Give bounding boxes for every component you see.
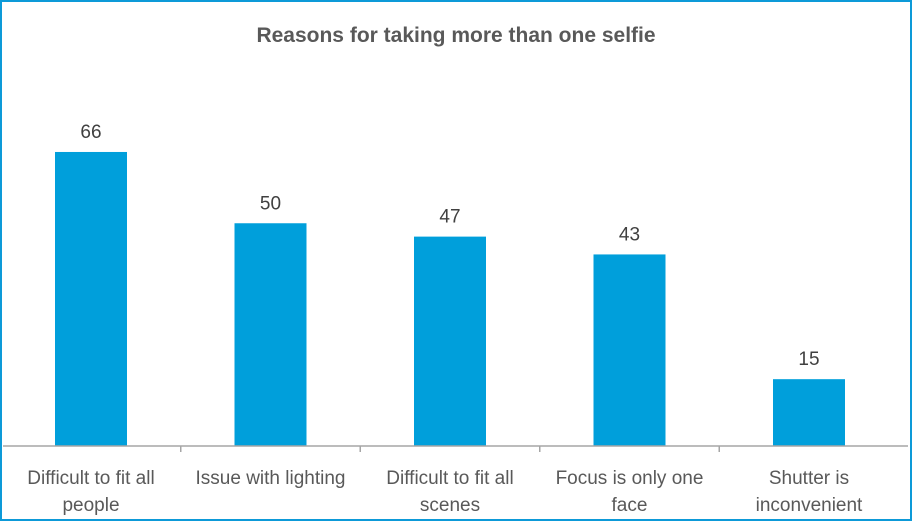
chart-title: Reasons for taking more than one selfie <box>256 24 655 47</box>
data-label: 15 <box>798 349 819 370</box>
data-label: 50 <box>260 193 281 214</box>
data-label: 47 <box>439 207 460 228</box>
category-label: Shutter is <box>769 468 849 489</box>
category-label: Focus is only one <box>556 468 704 489</box>
data-label: 43 <box>619 224 640 245</box>
bar <box>234 223 307 446</box>
bar <box>55 151 127 446</box>
category-label: scenes <box>420 495 480 516</box>
category-label: people <box>62 495 119 516</box>
bar <box>414 236 486 446</box>
category-label: Difficult to fit all <box>27 468 154 489</box>
category-label: face <box>612 495 648 516</box>
data-label: 66 <box>80 122 101 143</box>
category-label: inconvenient <box>756 495 863 516</box>
category-label: Difficult to fit all <box>386 468 513 489</box>
bar <box>593 254 666 446</box>
category-label: Issue with lighting <box>196 468 346 489</box>
bar <box>773 379 845 446</box>
